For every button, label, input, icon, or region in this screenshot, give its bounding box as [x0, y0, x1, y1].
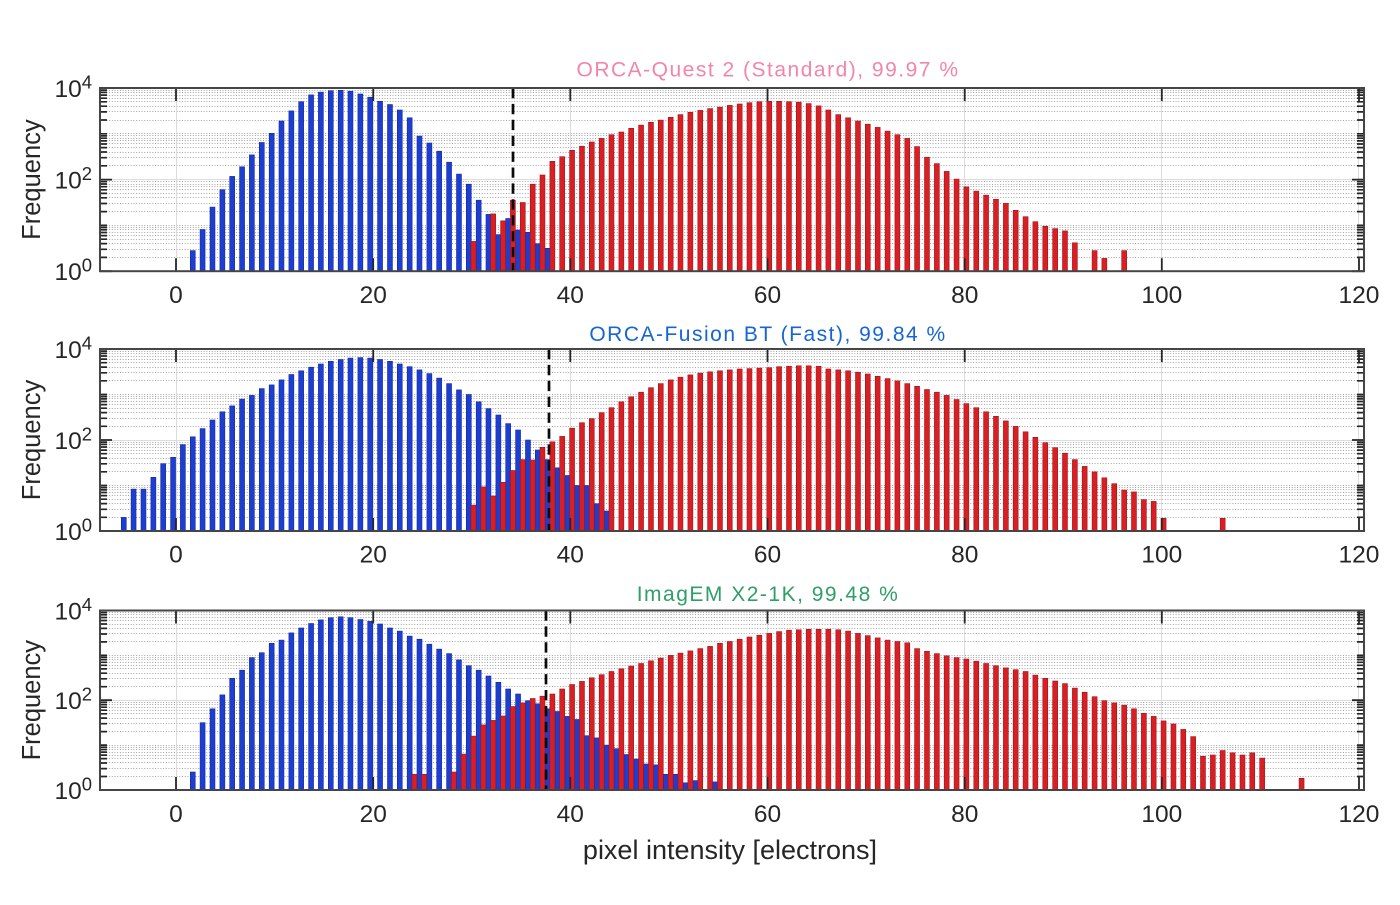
svg-text:80: 80 — [951, 801, 978, 828]
svg-text:ORCA-Fusion BT (Fast), 99.84 %: ORCA-Fusion BT (Fast), 99.84 % — [589, 323, 946, 346]
svg-text:40: 40 — [557, 801, 584, 828]
svg-text:40: 40 — [557, 542, 584, 569]
svg-text:0: 0 — [169, 542, 183, 569]
svg-text:80: 80 — [951, 542, 978, 569]
svg-text:20: 20 — [360, 801, 387, 828]
svg-text:40: 40 — [557, 282, 584, 309]
svg-text:60: 60 — [754, 801, 781, 828]
svg-text:pixel intensity [electrons]: pixel intensity [electrons] — [583, 835, 877, 865]
svg-text:80: 80 — [951, 282, 978, 309]
svg-text:0: 0 — [169, 282, 183, 309]
svg-text:120: 120 — [1339, 282, 1380, 309]
svg-text:100: 100 — [1141, 282, 1182, 309]
svg-text:100: 100 — [1141, 801, 1182, 828]
svg-text:60: 60 — [754, 282, 781, 309]
svg-text:120: 120 — [1339, 801, 1380, 828]
svg-text:100: 100 — [1141, 542, 1182, 569]
svg-text:ORCA-Quest 2 (Standard), 99.97: ORCA-Quest 2 (Standard), 99.97 % — [577, 59, 960, 82]
svg-text:60: 60 — [754, 542, 781, 569]
svg-text:ImagEM X2-1K, 99.48 %: ImagEM X2-1K, 99.48 % — [637, 583, 900, 606]
svg-text:20: 20 — [360, 542, 387, 569]
svg-text:120: 120 — [1339, 542, 1380, 569]
svg-text:Frequency: Frequency — [18, 640, 46, 761]
svg-text:102: 102 — [54, 163, 92, 195]
svg-text:Frequency: Frequency — [18, 380, 46, 501]
svg-text:0: 0 — [169, 801, 183, 828]
svg-text:Frequency: Frequency — [18, 119, 46, 240]
svg-text:20: 20 — [360, 282, 387, 309]
